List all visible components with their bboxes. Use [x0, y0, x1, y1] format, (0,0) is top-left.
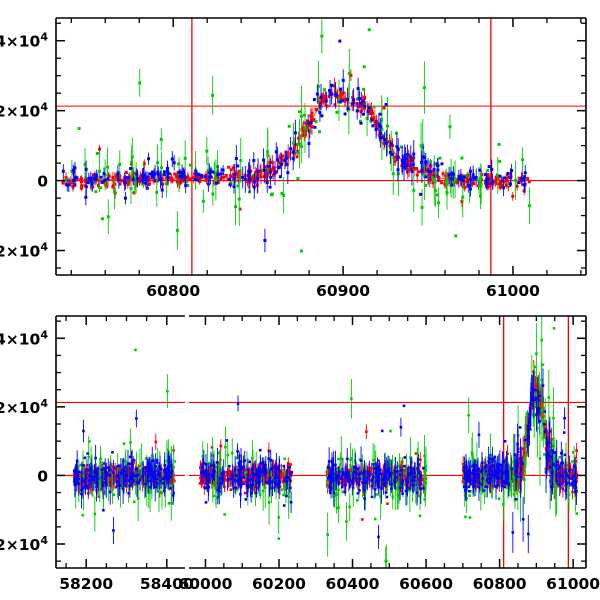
top-panel-xtick-label: 60900: [316, 282, 370, 300]
top-panel-xtick-label: 61000: [486, 282, 540, 300]
top-panel-xtick-label: 60800: [146, 282, 200, 300]
top-panel-ytick-label: 0: [37, 173, 48, 191]
top-panel-tick-labels: -2×104 0 2×104 4×104 60800 60900 61000: [0, 31, 540, 300]
top-panel-ytick-label: 2×104: [0, 101, 48, 121]
top-panel-ytick-label: -2×104: [0, 241, 48, 261]
top-panel-reference-lines: [56, 18, 586, 275]
top-panel-ticks: [56, 18, 586, 275]
top-panel-series-blue: [61, 39, 527, 253]
top-panel-ytick-label: 4×104: [0, 31, 48, 51]
top-panel-data-area: [56, 18, 586, 275]
top-panel-axis-frame: [55, 17, 587, 276]
